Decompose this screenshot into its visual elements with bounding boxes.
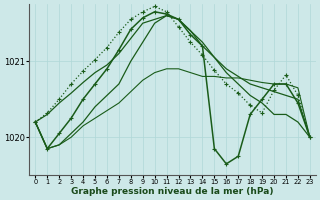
X-axis label: Graphe pression niveau de la mer (hPa): Graphe pression niveau de la mer (hPa) bbox=[71, 187, 274, 196]
